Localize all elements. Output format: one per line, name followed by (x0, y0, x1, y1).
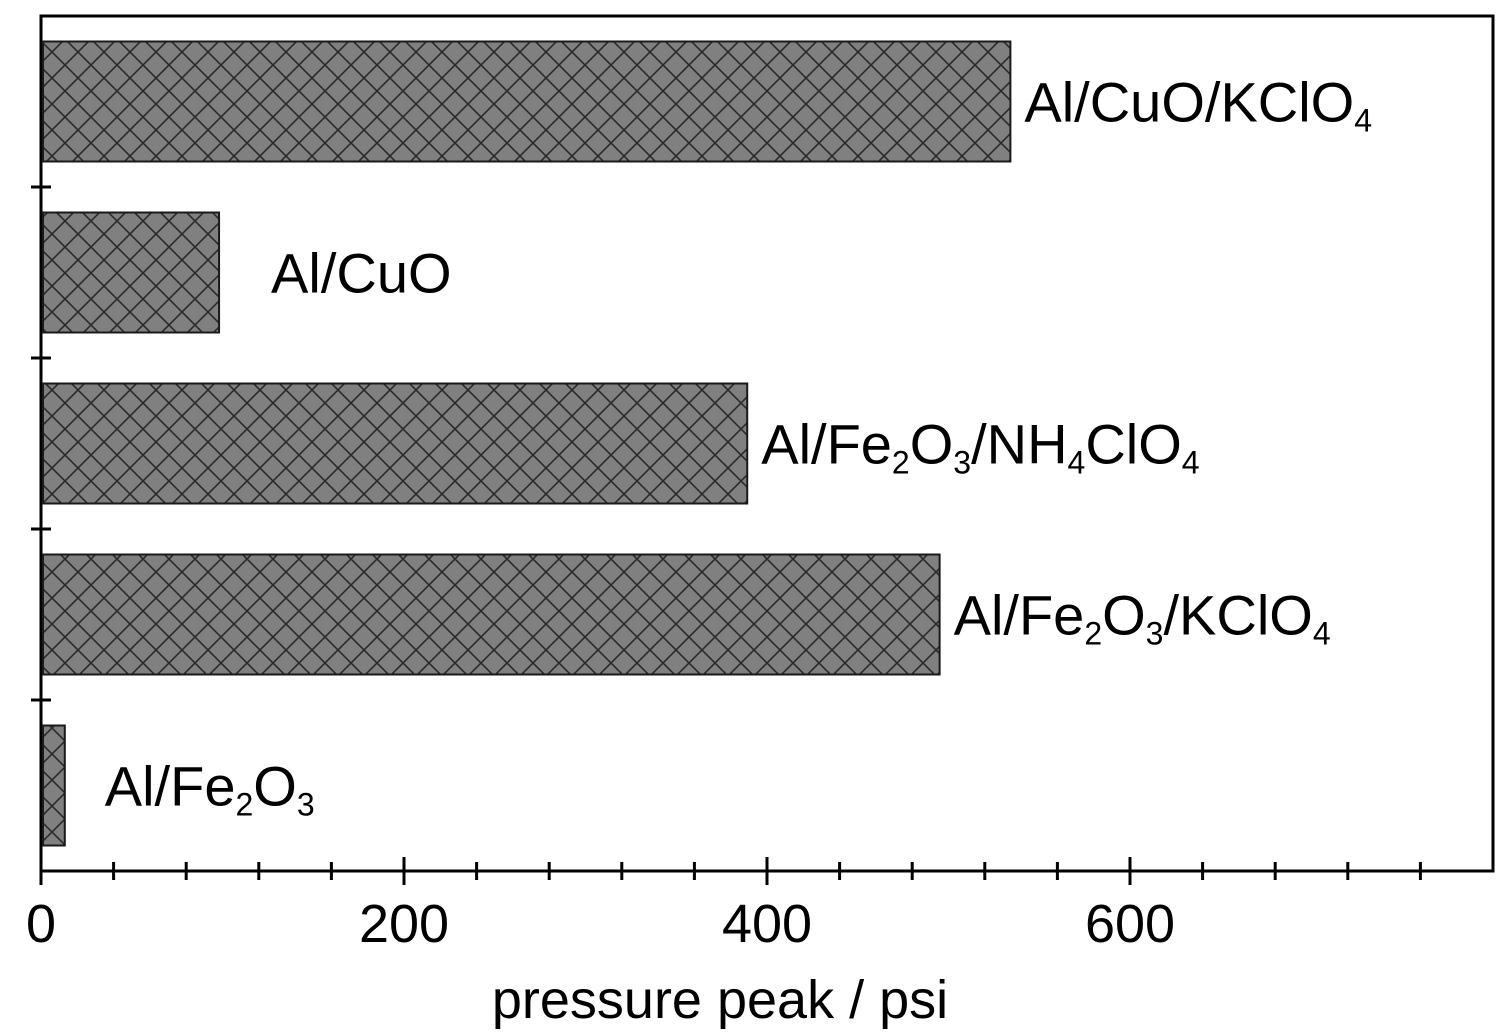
bar-label: Al/CuO/KClO4 (1024, 71, 1372, 139)
bar-label-subscript: 2 (1084, 616, 1102, 652)
bar-label-text: Al/CuO/KClO (1024, 71, 1354, 134)
bar-label-subscript: 2 (235, 787, 253, 823)
bar-label-subscript: 3 (1146, 616, 1164, 652)
bar-label: Al/Fe2O3/KClO4 (954, 584, 1331, 652)
bar-label-text: O (910, 413, 954, 476)
x-tick-label: 400 (722, 894, 812, 954)
x-tick-label: 600 (1085, 894, 1175, 954)
bar-label-text: O (253, 755, 297, 818)
bar-label-subscript: 4 (1068, 445, 1086, 481)
x-axis-label: pressure peak / psi (492, 970, 948, 1030)
bar-label: Al/Fe2O3 (105, 755, 315, 823)
bar-label-text: Al/Fe (954, 584, 1085, 647)
bar-label-text: Al/Fe (105, 755, 236, 818)
bar-label-text: Al/Fe (761, 413, 892, 476)
bar-label-subscript: 3 (297, 787, 315, 823)
ticks-layer (31, 185, 1422, 885)
bar-label-text: ClO (1085, 413, 1181, 476)
x-tick-label: 200 (359, 894, 449, 954)
bar (42, 382, 749, 505)
bar-label-subscript: 4 (1354, 103, 1372, 139)
bar-label: Al/CuO (271, 242, 452, 305)
bar (42, 724, 66, 847)
bar-label-subscript: 3 (953, 445, 971, 481)
bar-label-text: /KClO (1163, 584, 1312, 647)
x-tick-label: 0 (26, 894, 56, 954)
bar-label-subscript: 2 (892, 445, 910, 481)
bar-label: Al/Fe2O3/NH4ClO4 (761, 413, 1199, 481)
bars-layer (42, 40, 1012, 847)
bar-labels-layer: Al/CuO/KClO4Al/CuOAl/Fe2O3/NH4ClO4Al/Fe2… (105, 71, 1372, 823)
bar (42, 553, 941, 676)
bar-label-text: Al/CuO (271, 242, 452, 305)
bar (42, 211, 221, 334)
bar-label-text: O (1102, 584, 1146, 647)
bar (42, 40, 1012, 163)
bar-label-subscript: 4 (1182, 445, 1200, 481)
bar-label-text: /NH (971, 413, 1067, 476)
x-tick-labels-layer: 0 200 400 600 (26, 894, 1175, 954)
bar-label-subscript: 4 (1313, 616, 1331, 652)
